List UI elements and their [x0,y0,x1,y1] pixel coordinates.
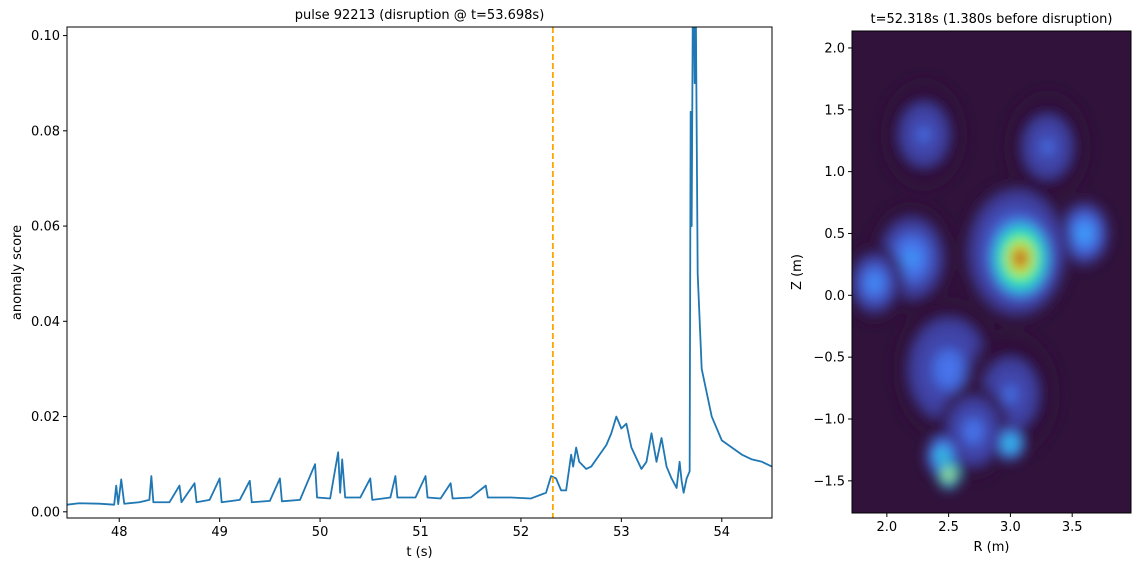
y-tick-label: 0.06 [31,220,60,235]
x-tick-label: 48 [111,525,128,540]
y-tick-label: −0.5 [813,351,845,366]
x-tick-label: 52 [513,525,530,540]
heatmap-blob [946,472,951,477]
x-tick-label: 3.0 [1000,520,1021,535]
y-tick-label: 0.04 [31,315,60,330]
axes-frame [851,30,1132,514]
y-tick-label: 0.00 [31,505,60,520]
x-tick-label: 49 [211,525,228,540]
panel: 48 49 50 51 52 53 54 0.00 0.02 0.04 0.06 0.08 0.10 pu… [10,8,773,560]
x-tick-label: 51 [412,525,429,540]
panel: 2.0 2.5 3.0 3.5 −1.5 −1.0 −0.5 0.0 0.5 1.0 1.5 2.0 t… [790,12,1132,555]
x-tick-label: 50 [312,525,329,540]
x-tick-label: 3.5 [1062,520,1083,535]
heatmap-image [852,78,1112,491]
heatmap-blob [905,250,918,267]
y-tick-label: 0.02 [31,410,60,425]
y-tick-label: −1.0 [813,412,845,427]
y-axis-label: Z (m) [790,254,805,290]
heatmap-blob [1080,228,1089,239]
heatmap-blob [940,359,957,380]
heatmap-blob [1003,385,1018,404]
y-axis-label: anomaly score [10,225,25,320]
y-tick-label: 0.10 [31,29,60,44]
y-tick-label: 1.5 [824,103,845,118]
heatmap-blob [870,277,879,289]
heatmap [852,78,1112,491]
heatmap-blob [968,424,979,439]
heatmap-blob [939,452,946,460]
x-tick-label: 54 [714,525,731,540]
heatmap-blob [917,126,931,143]
y-tick-label: 0.5 [824,227,845,242]
y-tick-label: 1.0 [824,165,845,180]
heatmap-blob [1014,251,1026,266]
heatmap-blob [1041,138,1054,155]
heatmap-blob [1008,440,1013,447]
x-axis-label: R (m) [974,540,1010,555]
y-tick-label: 0.08 [31,124,60,139]
axes-frame [66,26,773,519]
chart-title: t=52.318s (1.380s before disruption) [871,12,1113,27]
y-tick-label: 0.0 [824,289,845,304]
y-tick-label: −1.5 [813,474,845,489]
y-tick-label: 2.0 [824,41,845,56]
chart-title: pulse 92213 (disruption @ t=53.698s) [295,8,545,23]
plot-area [67,27,772,506]
x-tick-label: 2.5 [938,520,959,535]
x-tick-label: 2.0 [877,520,898,535]
x-axis-label: t (s) [406,545,432,560]
x-tick-label: 53 [613,525,630,540]
line [67,27,772,506]
